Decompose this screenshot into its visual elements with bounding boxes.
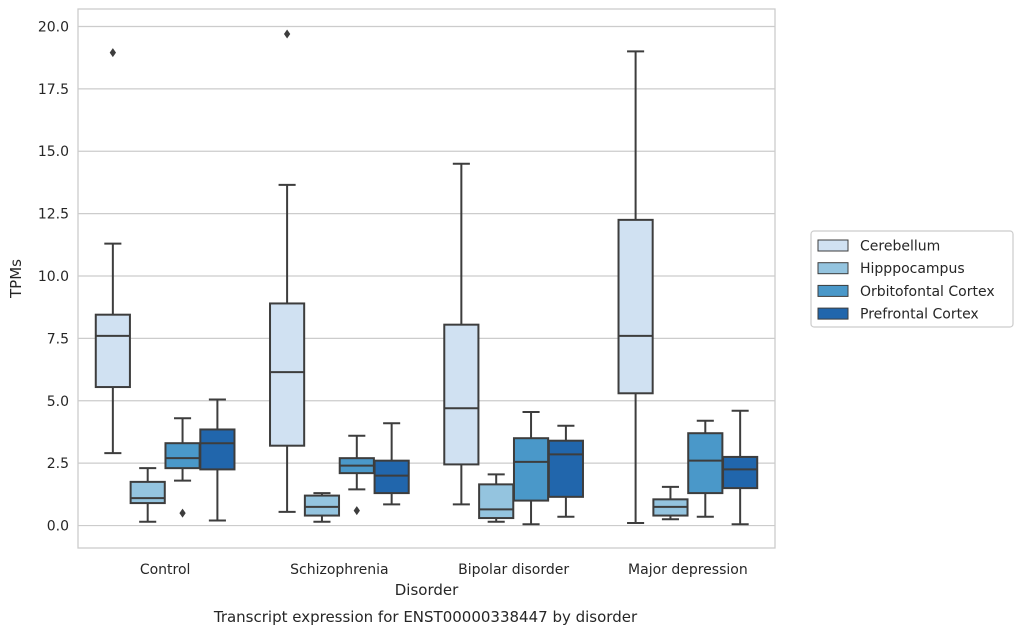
outlier-point <box>109 48 116 58</box>
iqr-box <box>303 494 341 517</box>
y-tick-label: 12.5 <box>38 207 69 223</box>
iqr-box <box>478 483 515 520</box>
legend-frame <box>810 230 1014 328</box>
legend-label: Cerebellum <box>860 239 940 255</box>
y-tick-label: 20.0 <box>38 19 69 35</box>
y-tick-label: 10.0 <box>38 269 69 285</box>
legend-label: Prefrontal Cortex <box>860 307 979 323</box>
x-axis-label: Disorder <box>395 581 459 599</box>
y-tick-labels: 0.0 2.5 5.0 7.5 10.0 12.5 15.0 17.5 20.0 <box>38 19 69 534</box>
box-cerebellum <box>94 48 131 455</box>
iqr-box <box>547 439 584 498</box>
x-tick-label: Control <box>140 562 191 578</box>
x-tick-label: Schizophrenia <box>290 562 388 578</box>
chart-title: Transcript expression for ENST0000033844… <box>213 608 638 626</box>
box-hipppocampus <box>652 485 689 521</box>
iqr-box <box>269 302 306 447</box>
iqr-box <box>443 323 480 466</box>
box-prefrontal-cortex <box>722 409 759 526</box>
plot-frame <box>77 8 776 549</box>
box-groups <box>94 29 759 526</box>
x-tick-labels: Control Schizophrenia Bipolar disorder Majo… <box>140 562 748 578</box>
box-cerebellum <box>443 162 480 506</box>
legend-swatch <box>817 239 849 252</box>
y-tick-label: 0.0 <box>47 519 69 535</box>
iqr-box <box>164 442 201 470</box>
legend-label: Hipppocampus <box>860 261 965 277</box>
outlier-point <box>353 506 360 516</box>
y-tick-label: 2.5 <box>47 456 69 472</box>
legend-swatch <box>817 307 849 320</box>
iqr-box <box>512 437 550 502</box>
box-hipppocampus <box>478 473 515 523</box>
box-orbitofontal-cortex <box>687 419 724 518</box>
y-tick-label: 17.5 <box>38 82 69 98</box>
y-tick-label: 15.0 <box>38 144 69 160</box>
iqr-box <box>129 480 166 505</box>
iqr-box <box>373 459 410 495</box>
legend-label: Orbitofontal Cortex <box>860 284 995 300</box>
y-tick-label: 5.0 <box>47 394 69 410</box>
box-orbitofontal-cortex <box>512 411 550 526</box>
box-orbitofontal-cortex <box>164 417 201 518</box>
box-cerebellum <box>269 29 306 513</box>
box-hipppocampus <box>129 467 166 523</box>
outlier-point <box>179 508 186 518</box>
iqr-box <box>617 218 654 395</box>
x-tick-label: Major depression <box>628 562 748 578</box>
box-prefrontal-cortex <box>547 424 584 518</box>
iqr-box <box>199 428 236 471</box>
y-tick-label: 7.5 <box>47 331 69 347</box>
iqr-box <box>94 313 131 389</box>
iqr-box <box>722 455 759 490</box>
box-hipppocampus <box>303 492 341 523</box>
outlier-point <box>283 29 291 39</box>
y-axis-label: TPMs <box>7 259 25 299</box>
legend-swatch <box>817 284 849 297</box>
box-cerebellum <box>617 50 654 525</box>
iqr-box <box>687 432 724 495</box>
x-tick-label: Bipolar disorder <box>458 562 569 578</box>
box-prefrontal-cortex <box>199 398 236 522</box>
box-orbitofontal-cortex <box>338 434 375 516</box>
box-prefrontal-cortex <box>373 422 410 506</box>
legend: Cerebellum Hipppocampus Orbitofontal Corte… <box>810 230 1014 328</box>
legend-swatch <box>817 262 849 275</box>
